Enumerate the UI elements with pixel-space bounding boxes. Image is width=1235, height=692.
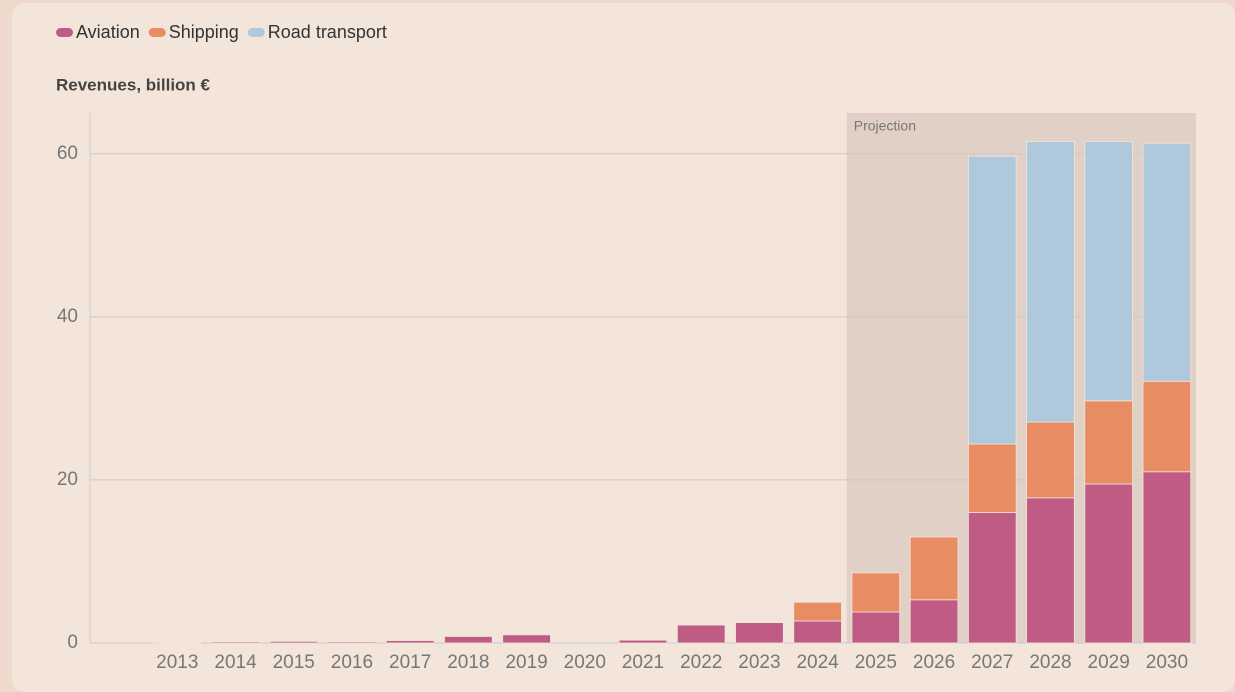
x-tick-label: 2015 <box>273 652 315 673</box>
bar-segment <box>618 639 668 644</box>
bar-segment <box>153 641 202 644</box>
bar-segment <box>1026 497 1075 644</box>
x-tick-label: 2030 <box>1146 652 1188 673</box>
bar-segment <box>269 640 319 644</box>
bar-segment <box>1026 421 1075 499</box>
y-tick-label: 40 <box>57 306 78 327</box>
bar-segment <box>909 536 959 601</box>
y-tick-label: 0 <box>67 632 78 653</box>
bar-segment <box>967 512 1017 644</box>
bar-segment <box>385 640 435 644</box>
bar-segment <box>1142 142 1192 382</box>
x-tick-label: 2020 <box>564 652 606 673</box>
bar-segment <box>793 601 842 622</box>
bar-segment <box>1084 141 1133 402</box>
bar-segment <box>1142 380 1192 473</box>
x-tick-label: 2018 <box>447 652 489 673</box>
bar-segment <box>327 641 377 644</box>
bar-segment <box>967 443 1017 513</box>
bar-segment <box>502 634 551 644</box>
x-tick-label: 2019 <box>505 652 547 673</box>
projection-area <box>846 113 1196 643</box>
bar-segment <box>1084 483 1133 644</box>
bar-segment <box>676 624 726 644</box>
x-tick-label: 2025 <box>855 652 897 673</box>
legend-label: Aviation <box>76 22 140 42</box>
bar-segment <box>851 572 901 613</box>
legend-swatch <box>56 28 73 37</box>
x-tick-label: 2026 <box>913 652 955 673</box>
legend-swatch <box>247 28 265 37</box>
bar-segment <box>1084 400 1133 485</box>
legend-label: Road transport <box>268 22 387 42</box>
x-tick-label: 2027 <box>971 652 1013 673</box>
bar-segment <box>793 620 842 644</box>
x-tick-label: 2014 <box>214 652 257 673</box>
legend-label: Shipping <box>169 22 239 42</box>
x-tick-label: 2021 <box>622 652 664 673</box>
bar-segment <box>211 641 260 644</box>
x-tick-label: 2023 <box>738 652 780 673</box>
bar-segment <box>967 155 1017 445</box>
x-tick-label: 2028 <box>1029 652 1071 673</box>
y-tick-label: 60 <box>57 143 78 164</box>
bar-segment <box>735 622 784 644</box>
bar-segment <box>851 611 901 644</box>
x-tick-label: 2016 <box>331 652 373 673</box>
x-tick-label: 2017 <box>389 652 431 673</box>
x-tick-label: 2022 <box>680 652 722 673</box>
bar-segment <box>1026 141 1075 423</box>
bar-segment <box>1142 471 1192 644</box>
legend-swatch <box>148 28 166 37</box>
bar-segment <box>909 599 959 644</box>
bar-segment <box>444 636 493 644</box>
x-tick-label: 2029 <box>1088 652 1130 673</box>
y-tick-label: 20 <box>57 469 78 490</box>
x-tick-label: 2013 <box>156 652 198 673</box>
x-tick-label: 2024 <box>796 652 839 673</box>
y-axis-title: Revenues, billion € <box>56 75 211 94</box>
projection-label: Projection <box>854 118 916 134</box>
